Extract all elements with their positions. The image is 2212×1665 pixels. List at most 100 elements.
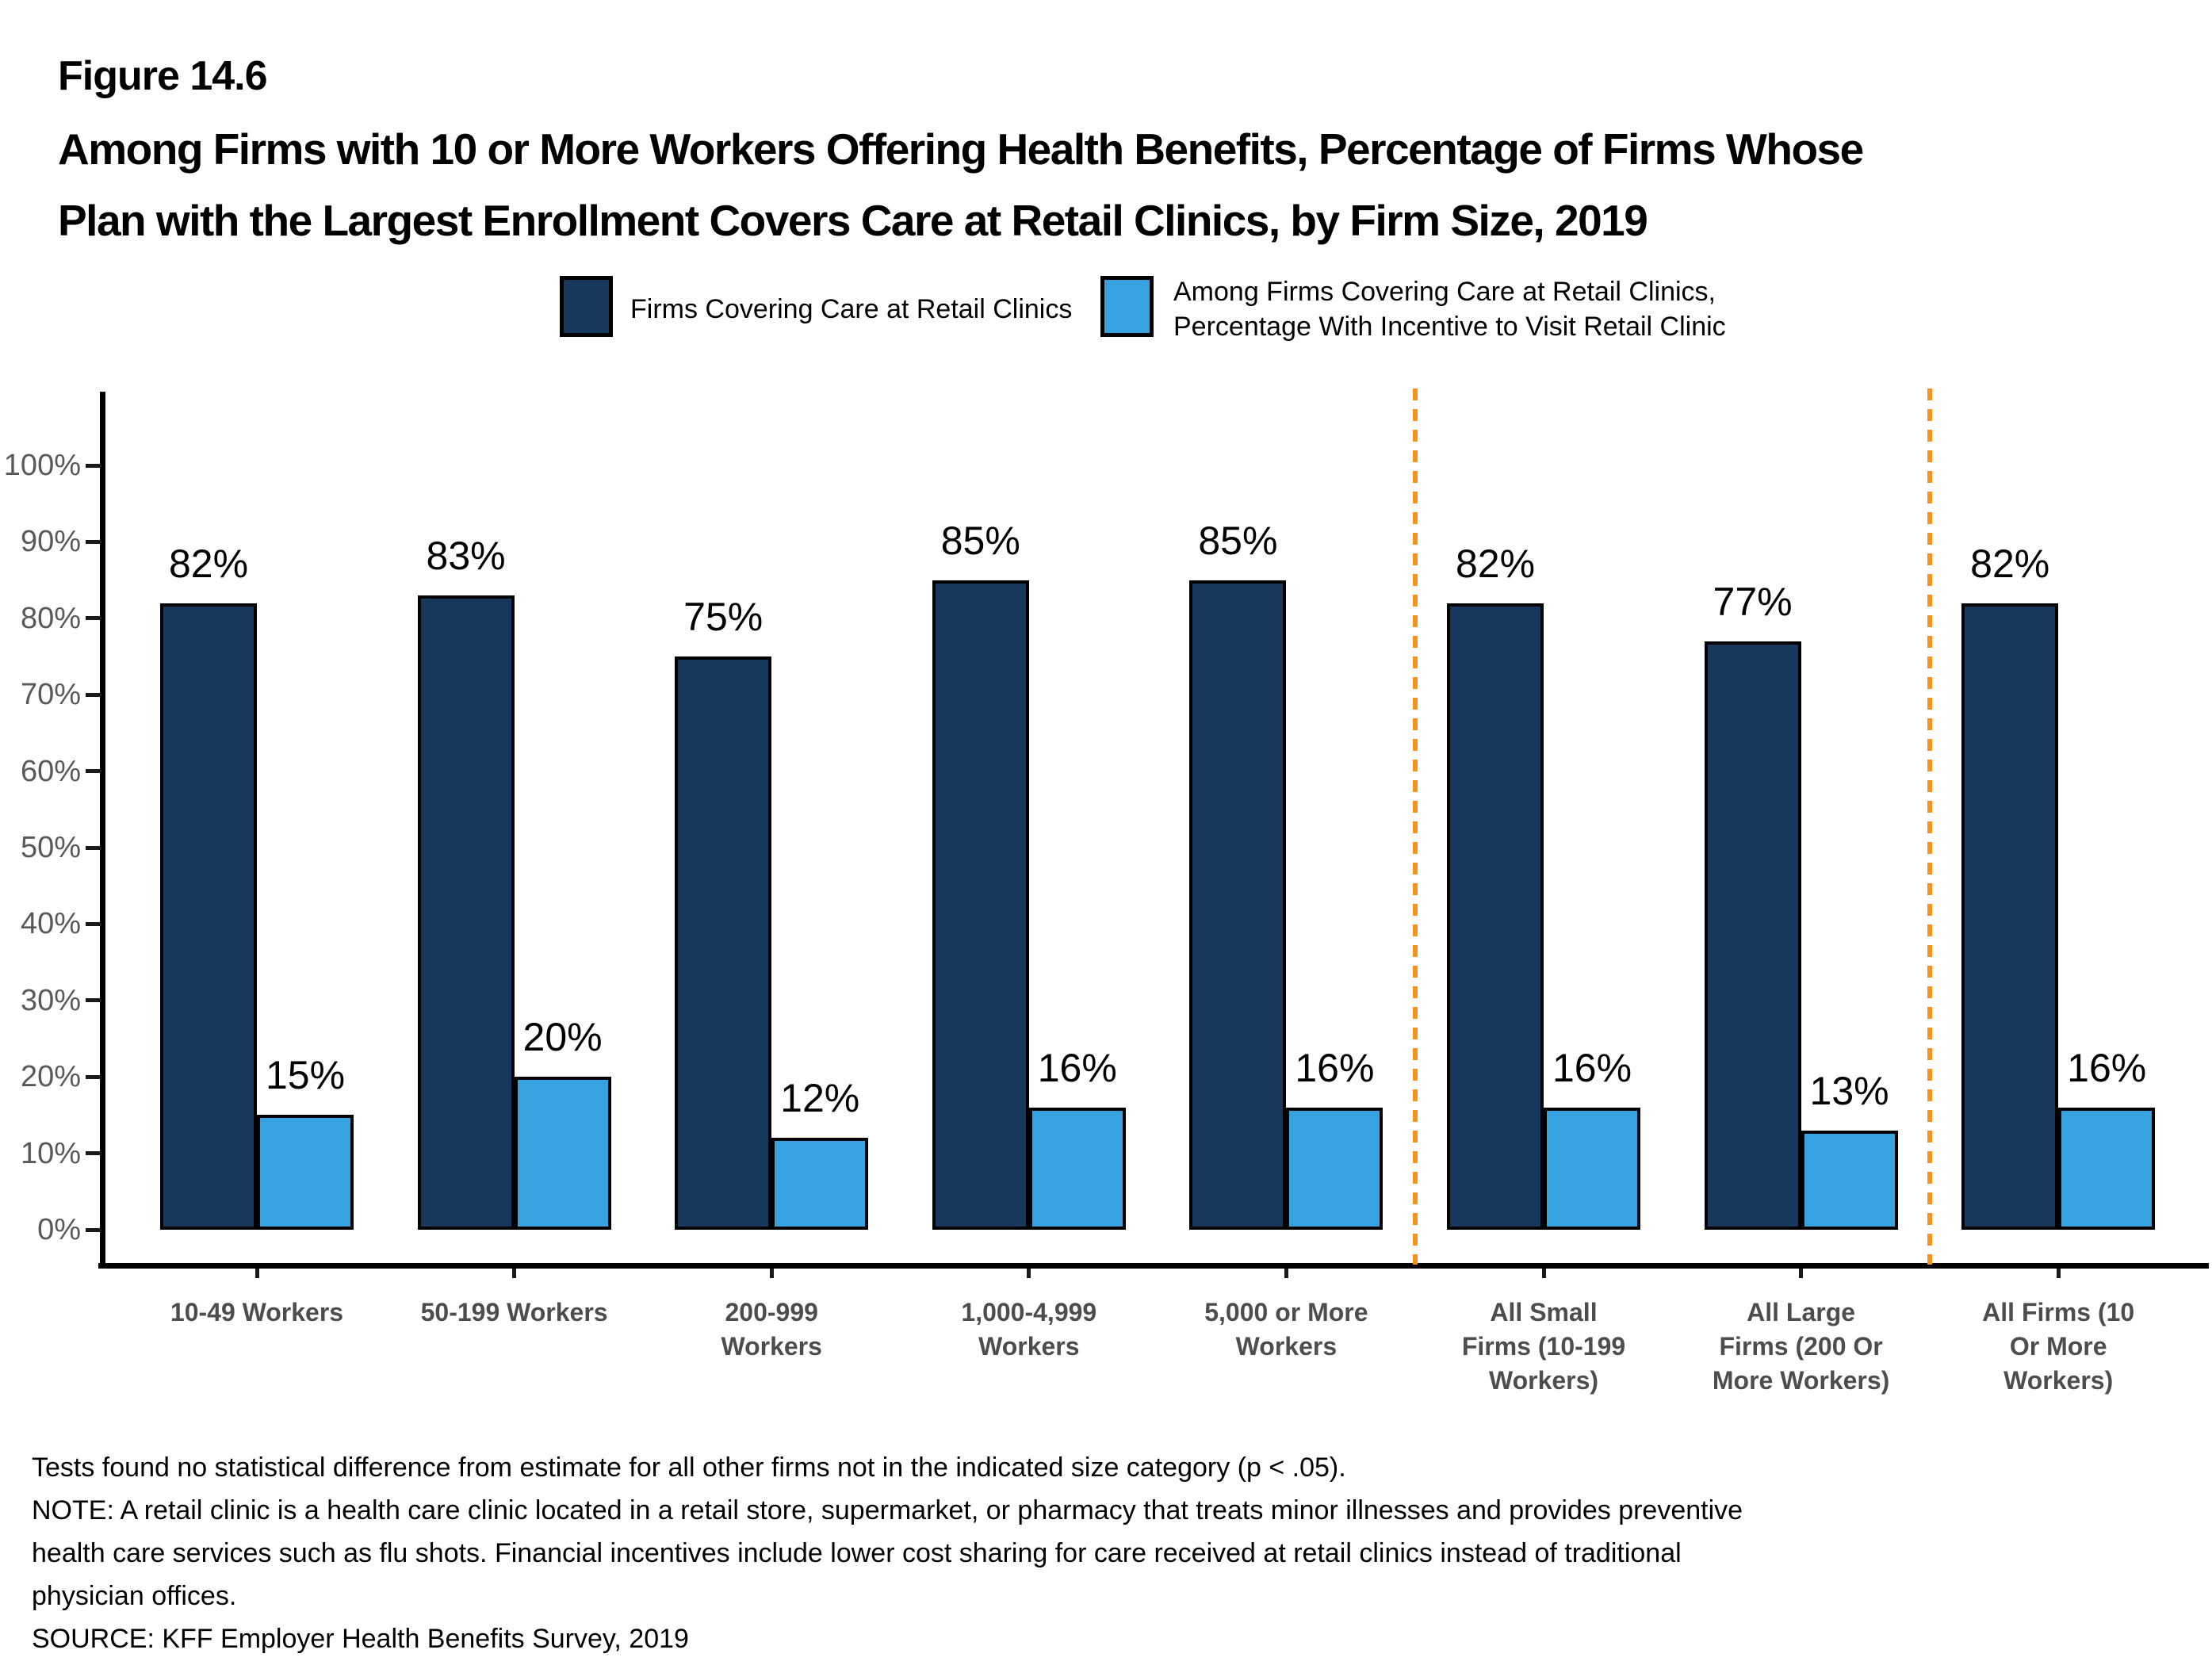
x-axis-category-label: 5,000 or More Workers: [1155, 1296, 1417, 1364]
y-axis-tick: [86, 692, 101, 697]
y-axis-tick-label: 70%: [20, 678, 81, 712]
chart-title-line-2: Plan with the Largest Enrollment Covers …: [58, 196, 1648, 245]
x-axis-category-label: 200-999 Workers: [641, 1296, 902, 1364]
bar-incentive: [1286, 1107, 1383, 1230]
y-axis-tick: [86, 1151, 101, 1156]
x-axis-tick: [1284, 1269, 1288, 1278]
x-axis-category-label-line: All Firms (10: [1982, 1298, 2135, 1326]
x-axis-category-label-line: Workers): [1488, 1366, 1599, 1395]
bar-value-label: 20%: [522, 1015, 603, 1060]
bar-value-label: 82%: [1970, 541, 2050, 586]
bar-value-label: 85%: [940, 518, 1020, 563]
bar-value-label: 16%: [1295, 1045, 1375, 1090]
x-axis-category-label-line: Workers: [1235, 1332, 1338, 1361]
x-axis-category-label-line: Firms (200 Or: [1719, 1332, 1883, 1361]
bar-value-label: 16%: [1037, 1045, 1117, 1090]
bar-value-label: 13%: [1809, 1068, 1889, 1113]
y-axis-tick-label: 60%: [20, 754, 81, 788]
x-axis-category-label-line: 1,000-4,999: [961, 1298, 1097, 1326]
bar-value-label: 82%: [168, 541, 249, 586]
y-axis-tick-label: 40%: [20, 907, 81, 941]
group-separator-dashed-line: [1927, 388, 1932, 1265]
x-axis-tick: [1541, 1269, 1546, 1278]
x-axis-category-label-line: All Large: [1747, 1298, 1856, 1326]
y-axis-tick: [86, 921, 101, 926]
y-axis-tick: [86, 616, 101, 621]
x-axis-category-label-line: Firms (10-199: [1461, 1332, 1626, 1361]
x-axis-category-label: All Small Firms (10-199 Workers): [1413, 1296, 1674, 1398]
group-separator-dashed-line: [1412, 388, 1418, 1265]
x-axis-tick: [512, 1269, 517, 1278]
x-axis-category-label-line: 10-49 Workers: [170, 1298, 344, 1326]
bar-value-label: 83%: [426, 533, 506, 578]
bar-incentive: [2058, 1107, 2156, 1230]
y-axis-tick-label: 50%: [20, 831, 81, 864]
bar-covering-care: [1961, 603, 2059, 1230]
legend-label-series-1: Firms Covering Care at Retail Clinics: [630, 294, 1073, 324]
legend-swatch-dark-navy: [560, 276, 613, 337]
y-axis-tick: [86, 463, 101, 468]
x-axis-line: [98, 1263, 2209, 1269]
bar-covering-care: [675, 656, 772, 1230]
bar-covering-care: [1704, 641, 1801, 1230]
bar-incentive: [1801, 1130, 1898, 1230]
chart-title-line-1: Among Firms with 10 or More Workers Offe…: [58, 124, 1864, 174]
y-axis-tick: [86, 769, 101, 774]
x-axis-tick: [254, 1269, 259, 1278]
x-axis-category-label-line: Or More: [2009, 1332, 2107, 1361]
x-axis-category-label-line: All Small: [1490, 1298, 1598, 1326]
x-axis-category-label-line: 200-999: [725, 1298, 818, 1326]
x-axis-category-label-line: 50-199 Workers: [420, 1298, 608, 1326]
footnote-line: Tests found no statistical difference fr…: [32, 1453, 1346, 1483]
bar-value-label: 85%: [1198, 518, 1278, 563]
y-axis-tick: [86, 1074, 101, 1079]
bar-incentive: [771, 1138, 869, 1230]
x-axis-category-label: 1,000-4,999 Workers: [898, 1296, 1160, 1364]
bar-covering-care: [160, 603, 257, 1230]
figure-number: Figure 14.6: [58, 53, 268, 99]
y-axis-tick: [86, 1227, 101, 1232]
x-axis-category-label-line: Workers: [721, 1332, 822, 1361]
bar-value-label: 16%: [2067, 1045, 2147, 1090]
y-axis-line: [100, 392, 105, 1267]
x-axis-tick: [769, 1269, 774, 1278]
x-axis-category-label: All Large Firms (200 Or More Workers): [1670, 1296, 1932, 1398]
y-axis-tick-label: 20%: [20, 1060, 81, 1094]
x-axis-category-label-line: More Workers): [1712, 1366, 1890, 1395]
x-axis-tick: [2056, 1269, 2061, 1278]
y-axis-tick-label: 30%: [20, 983, 81, 1017]
y-axis-tick: [86, 539, 101, 544]
legend-label-series-2-line-2: Percentage With Incentive to Visit Retai…: [1173, 312, 1726, 342]
bar-value-label: 82%: [1455, 541, 1536, 586]
bar-covering-care: [932, 580, 1029, 1230]
source-line: SOURCE: KFF Employer Health Benefits Sur…: [32, 1624, 689, 1654]
x-axis-tick: [1027, 1269, 1031, 1278]
x-axis-category-label: All Firms (10 Or More Workers): [1927, 1296, 2189, 1398]
bar-value-label: 16%: [1552, 1045, 1632, 1090]
y-axis-tick-label: 80%: [20, 601, 81, 635]
bar-incentive: [1028, 1107, 1126, 1230]
bar-value-label: 12%: [780, 1076, 860, 1121]
x-axis-category-label: 50-199 Workers: [384, 1296, 645, 1330]
x-axis-category-label-line: Workers): [2003, 1366, 2114, 1395]
legend-label-series-2-line-1: Among Firms Covering Care at Retail Clin…: [1173, 277, 1716, 307]
bar-covering-care: [1447, 603, 1544, 1230]
bar-covering-care: [1189, 580, 1287, 1230]
bar-incentive: [257, 1115, 354, 1230]
x-axis-category-label-line: Workers: [978, 1332, 1080, 1361]
y-axis-tick-label: 90%: [20, 525, 81, 559]
legend-swatch-light-blue: [1100, 276, 1154, 337]
y-axis-tick: [86, 845, 101, 850]
y-axis-tick-label: 100%: [3, 449, 81, 482]
legend-label-series-2: Among Firms Covering Care at Retail Clin…: [1173, 274, 1726, 344]
bar-incentive: [1544, 1107, 1640, 1230]
bar-value-label: 15%: [265, 1053, 346, 1098]
bar-incentive: [514, 1077, 611, 1230]
bar-value-label: 75%: [683, 595, 763, 639]
footnote-line: health care services such as flu shots. …: [32, 1538, 1682, 1568]
x-axis-category-label-line: 5,000 or More: [1204, 1298, 1368, 1326]
x-axis-tick: [1799, 1269, 1804, 1278]
y-axis-tick-label: 0%: [37, 1213, 81, 1246]
bar-covering-care: [417, 595, 515, 1230]
footnote-line: physician offices.: [32, 1581, 237, 1611]
